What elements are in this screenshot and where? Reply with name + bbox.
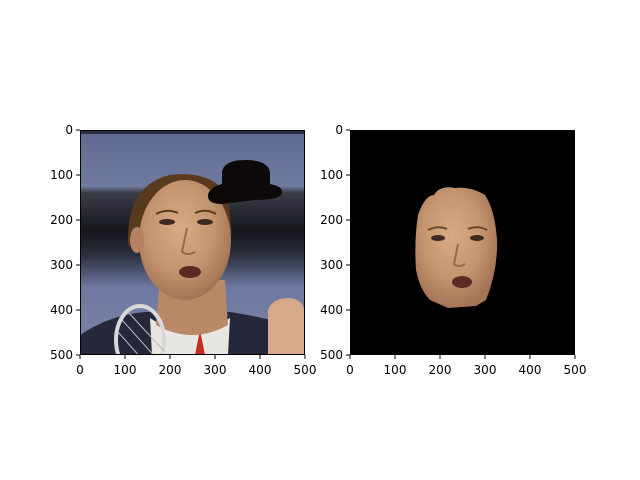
masked-face	[350, 130, 575, 355]
x-tick-label: 100	[384, 363, 407, 377]
x-tick-label: 300	[474, 363, 497, 377]
y-tick-label: 0	[335, 123, 343, 137]
x-tick-label: 100	[114, 363, 137, 377]
x-tick-label: 400	[519, 363, 542, 377]
x-tick-label: 400	[249, 363, 272, 377]
y-tick-label: 400	[50, 303, 73, 317]
y-tick-label: 200	[50, 213, 73, 227]
y-tick-label: 500	[50, 348, 73, 362]
x-tick-label: 500	[294, 363, 317, 377]
y-tick-label: 400	[320, 303, 343, 317]
y-tick-label: 0	[65, 123, 73, 137]
x-tick-label: 0	[76, 363, 84, 377]
y-tick-label: 100	[50, 168, 73, 182]
x-tick-label: 0	[346, 363, 354, 377]
face-photo	[80, 130, 305, 355]
x-tick-label: 200	[429, 363, 452, 377]
y-tick-label: 200	[320, 213, 343, 227]
y-tick-label: 100	[320, 168, 343, 182]
y-tick-label: 500	[320, 348, 343, 362]
x-tick-label: 500	[564, 363, 587, 377]
x-tick-label: 300	[204, 363, 227, 377]
y-tick-label: 300	[50, 258, 73, 272]
x-tick-label: 200	[159, 363, 182, 377]
y-tick-label: 300	[320, 258, 343, 272]
